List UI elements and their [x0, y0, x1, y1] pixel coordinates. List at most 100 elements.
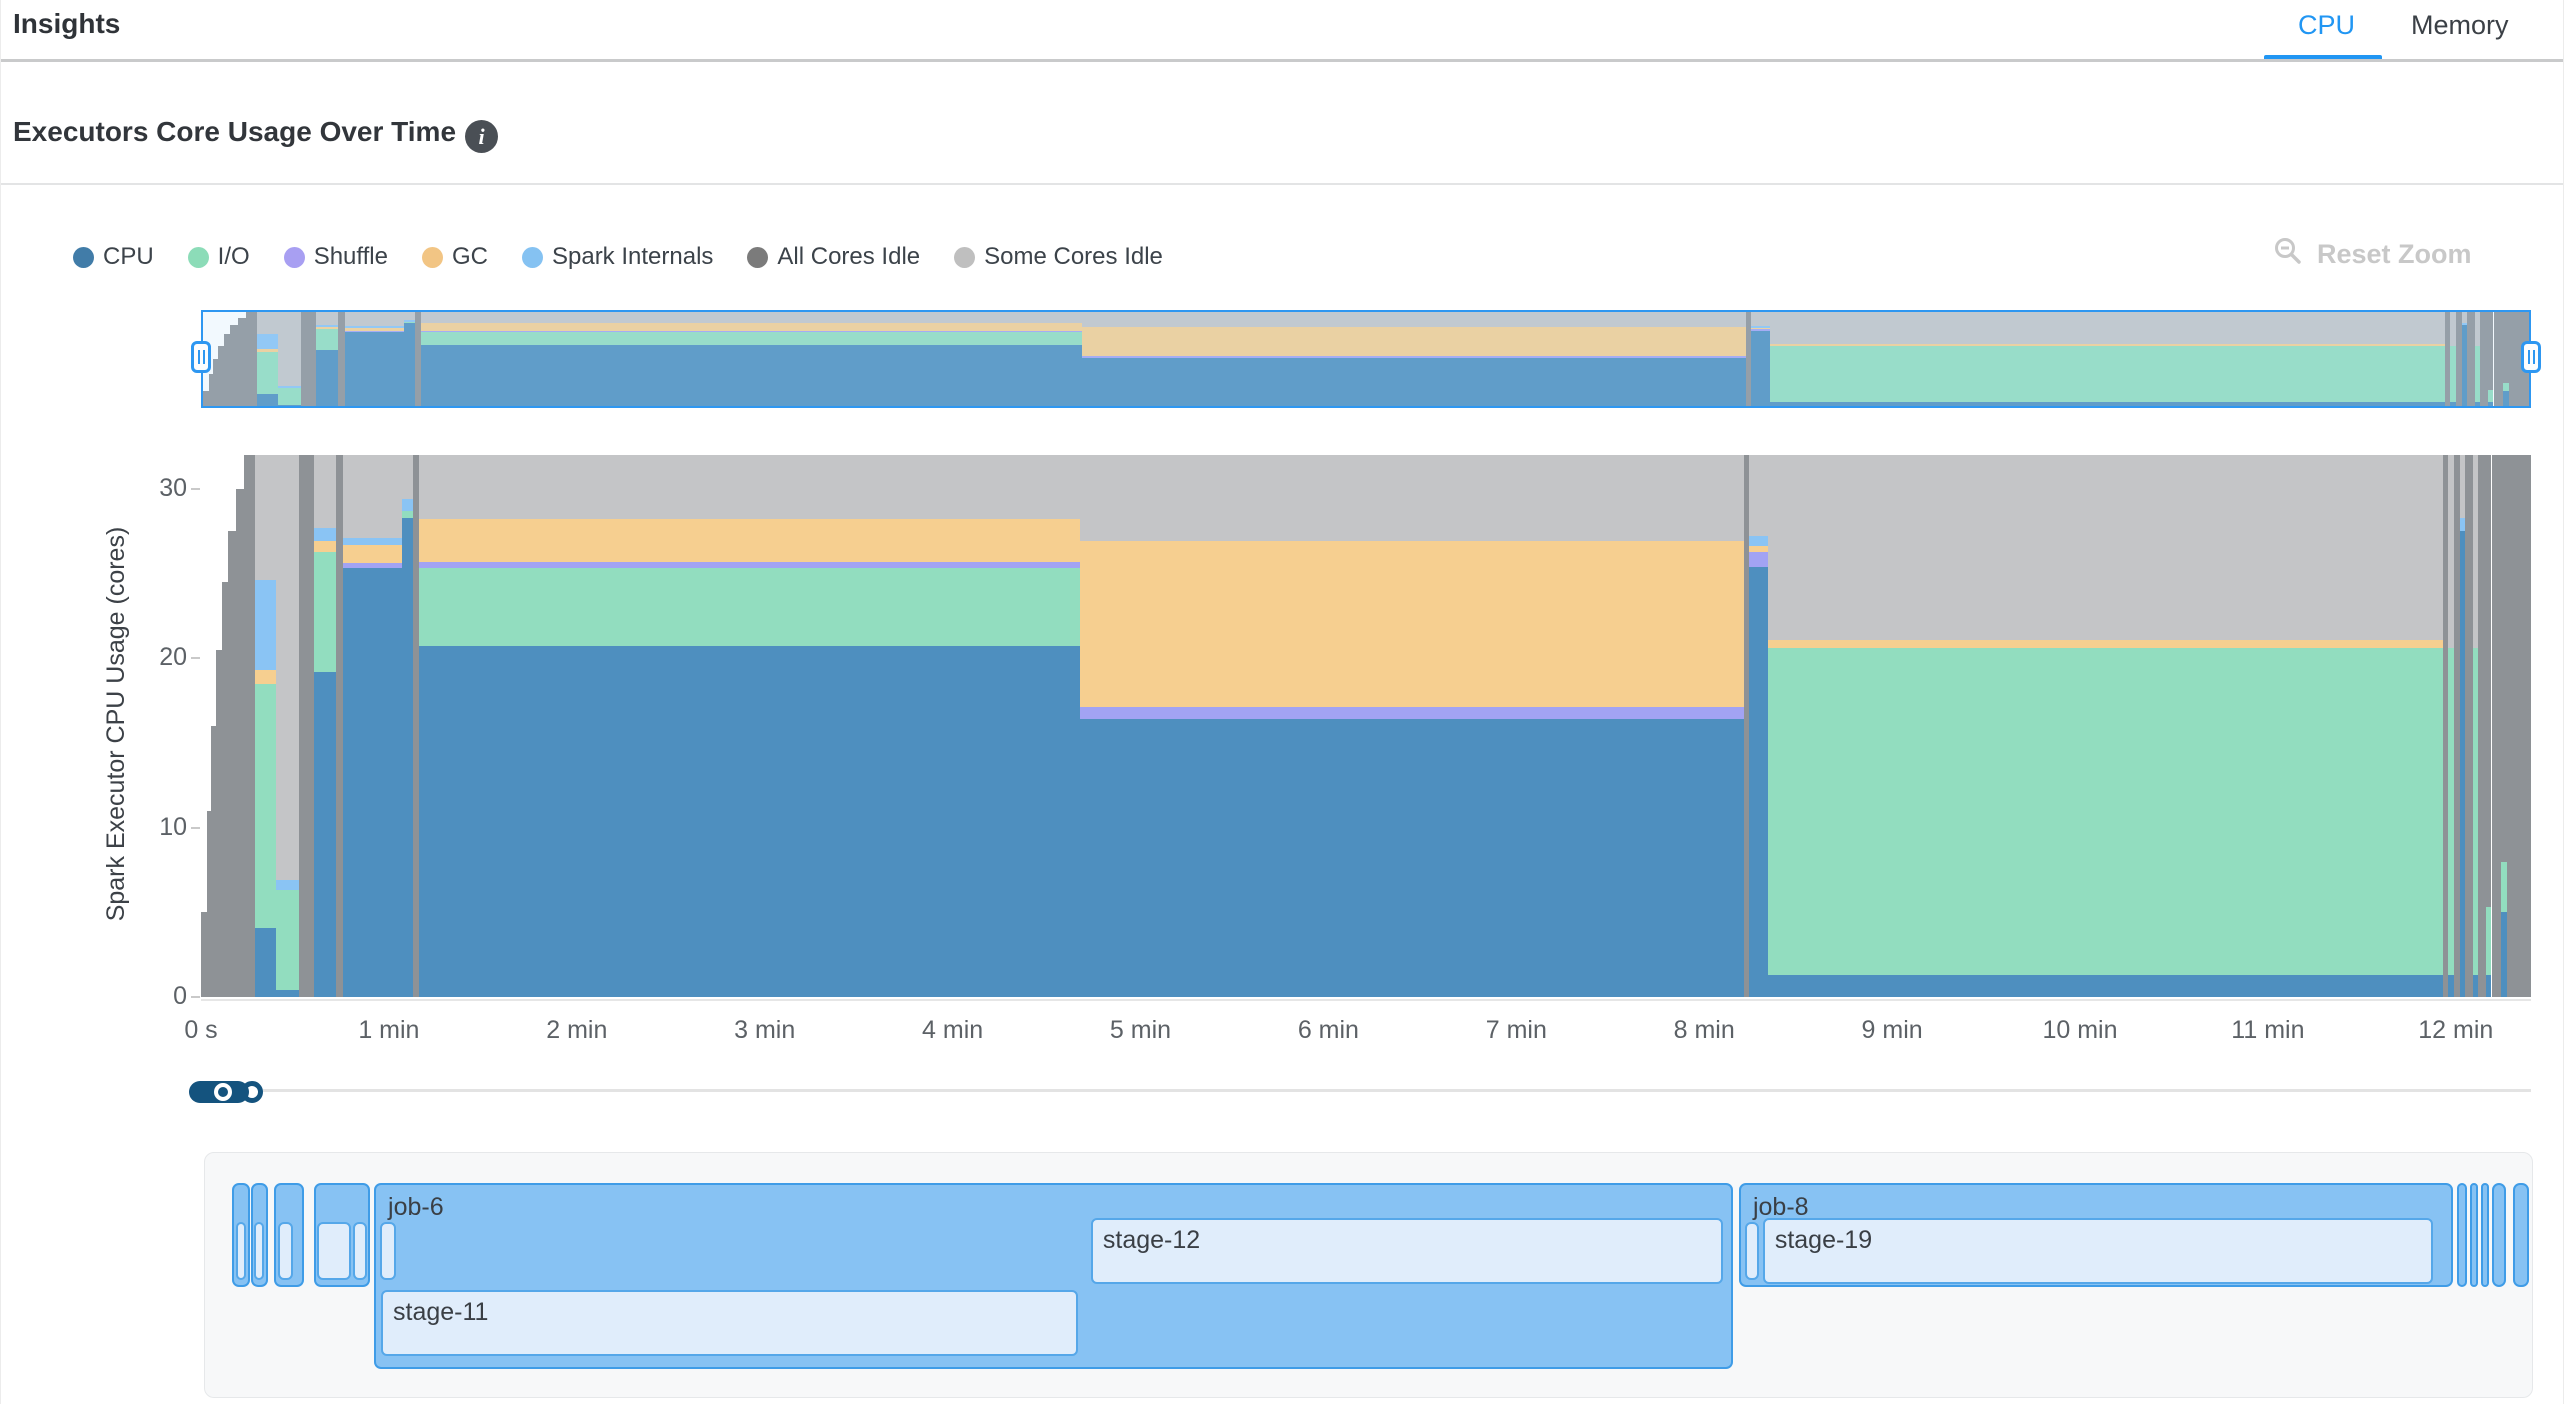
- chart-segment-io: [404, 321, 416, 323]
- chart-segment-internals: [342, 538, 403, 545]
- chart-segment-shuffle: [344, 330, 405, 332]
- legend-item-cpu[interactable]: CPU: [73, 243, 154, 271]
- chart-segment-all_idle: [415, 312, 421, 406]
- chart-segment-io: [2450, 345, 2456, 403]
- chart-segment-internals: [1751, 326, 1771, 328]
- x-axis-line: [201, 999, 2531, 1001]
- stage-bar-stage-19[interactable]: stage-19: [1762, 1218, 2434, 1284]
- main-chart-plot[interactable]: [201, 455, 2531, 997]
- chart-segment-some_idle: [402, 455, 414, 500]
- chart-segment-some_idle: [404, 312, 416, 320]
- chart-segment-internals: [2459, 517, 2466, 532]
- brush-navigator[interactable]: [201, 310, 2531, 408]
- chart-segment-internals: [257, 333, 279, 350]
- chart-segment-shuffle: [1751, 328, 1771, 332]
- chart-segment-all_idle: [2444, 312, 2451, 406]
- reset-zoom-label: Reset Zoom: [2317, 239, 2472, 269]
- chart-segment-all_idle: [2502, 312, 2509, 383]
- chart-segment-cpu: [402, 517, 414, 997]
- chart-mode-toggle[interactable]: [189, 1081, 249, 1103]
- legend-item-gc[interactable]: GC: [421, 243, 488, 271]
- chart-segment-some_idle: [2459, 455, 2466, 518]
- reset-zoom-button[interactable]: Reset Zoom: [2273, 236, 2472, 273]
- chart-segment-all_idle: [2455, 312, 2462, 406]
- chart-segment-all_idle: [298, 455, 314, 997]
- chart-segment-cpu: [2472, 974, 2479, 997]
- chart-segment-all_idle: [2453, 455, 2460, 997]
- chart-segment-some_idle: [278, 312, 301, 386]
- chart-segment-cpu: [1768, 974, 2443, 997]
- chart-segment-cpu: [2485, 974, 2492, 997]
- stage-bar[interactable]: [278, 1222, 294, 1280]
- tab-cpu[interactable]: CPU: [2298, 10, 2356, 40]
- legend-item-internals[interactable]: Spark Internals: [521, 243, 713, 271]
- chart-segment-cpu: [2448, 974, 2454, 997]
- chart-segment-gc: [342, 544, 403, 564]
- header-divider: [1, 59, 2563, 62]
- stage-bar[interactable]: [316, 1222, 351, 1280]
- chart-segment-internals: [2461, 322, 2468, 326]
- legend-item-all_idle[interactable]: All Cores Idle: [747, 243, 920, 271]
- chart-segment-all_idle: [2493, 312, 2503, 406]
- stage-bar-stage-11[interactable]: stage-11: [381, 1290, 1078, 1356]
- legend-swatch-icon: [747, 246, 769, 268]
- chart-segment-cpu: [2459, 531, 2466, 997]
- stage-bar-stage-12[interactable]: stage-12: [1090, 1218, 1723, 1284]
- chart-segment-shuffle: [342, 563, 403, 569]
- chart-segment-cpu: [1080, 719, 1744, 997]
- chart-segment-some_idle: [420, 312, 1083, 324]
- legend-item-some_idle[interactable]: Some Cores Idle: [954, 243, 1163, 271]
- y-tick-label: 20: [159, 643, 187, 672]
- legend-swatch-icon: [283, 246, 305, 268]
- chart-segment-all_idle: [235, 488, 245, 997]
- chart-segment-some_idle: [255, 455, 277, 581]
- job-bar[interactable]: [2469, 1183, 2478, 1287]
- chart-segment-io: [1770, 345, 2445, 403]
- legend-item-io[interactable]: I/O: [187, 243, 250, 271]
- brush-left-handle[interactable]: [191, 341, 211, 373]
- chart-segment-all_idle: [2487, 312, 2494, 391]
- legend-label: Shuffle: [313, 243, 388, 270]
- chart-segment-io: [402, 510, 414, 518]
- tab-memory[interactable]: Memory: [2411, 10, 2509, 40]
- chart-segment-cpu: [257, 393, 279, 406]
- chart-segment-some_idle: [2450, 312, 2456, 346]
- x-tick-label: 10 min: [2042, 1016, 2118, 1044]
- info-icon[interactable]: i: [465, 120, 498, 153]
- stage-bar[interactable]: [1744, 1222, 1759, 1280]
- chart-segment-gc: [418, 519, 1081, 562]
- y-axis-title: Spark Executor CPU Usage (cores): [102, 526, 130, 922]
- stage-bar[interactable]: [235, 1222, 247, 1280]
- chart-segment-shuffle: [1080, 707, 1744, 720]
- stage-bar[interactable]: [353, 1222, 367, 1280]
- chart-segment-all_idle: [2491, 455, 2501, 997]
- chart-segment-cpu: [278, 404, 301, 406]
- y-tick-mark: [191, 657, 200, 660]
- chart-segment-all_idle: [2442, 455, 2449, 997]
- chart-segment-all_idle: [1743, 455, 1750, 997]
- job-bar[interactable]: [2456, 1183, 2467, 1287]
- chart-segment-cpu: [418, 646, 1081, 997]
- x-tick-label: 8 min: [1673, 1016, 1735, 1044]
- stage-bar[interactable]: [253, 1222, 264, 1280]
- x-tick-label: 0 s: [184, 1016, 218, 1044]
- chart-segment-gc: [1082, 327, 1746, 356]
- chart-segment-gc: [420, 323, 1083, 331]
- chart-segment-all_idle: [244, 455, 256, 997]
- chart-segment-all_idle: [2508, 312, 2529, 406]
- chart-segment-some_idle: [1768, 455, 2443, 640]
- chart-segment-io: [2485, 907, 2492, 975]
- chart-segment-some_idle: [2474, 312, 2481, 346]
- stage-bar[interactable]: [379, 1222, 397, 1280]
- chart-segment-some_idle: [1080, 455, 1744, 542]
- brush-right-handle[interactable]: [2521, 341, 2541, 373]
- chart-segment-io: [1768, 648, 2443, 975]
- legend-item-shuffle[interactable]: Shuffle: [283, 243, 388, 271]
- chart-segment-io: [276, 890, 299, 991]
- chart-segment-cpu: [2502, 391, 2509, 406]
- job-bar[interactable]: [2512, 1183, 2529, 1287]
- job-bar[interactable]: [2491, 1183, 2506, 1287]
- job-bar[interactable]: [2480, 1183, 2489, 1287]
- legend-swatch-icon: [73, 246, 94, 268]
